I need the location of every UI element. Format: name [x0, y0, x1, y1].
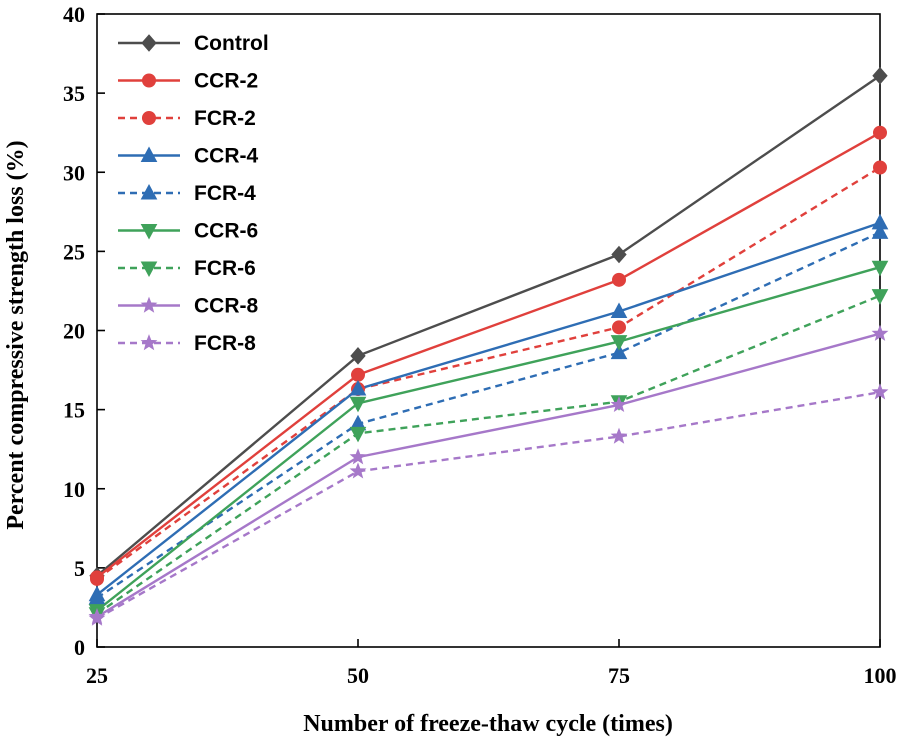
data-point-fcr-4 — [88, 588, 106, 605]
legend-label-fcr-6: FCR-6 — [194, 257, 256, 280]
legend-label-fcr-4: FCR-4 — [194, 182, 256, 205]
legend-label-ccr-2: CCR-2 — [194, 70, 258, 93]
legend-marker-fcr-6 — [140, 261, 158, 278]
x-axis: 25 50 75 100 — [86, 639, 897, 688]
y-axis-title: Percent compressive strength loss (%) — [3, 140, 29, 529]
legend-marker-fcr-4 — [140, 183, 158, 200]
legend-label-fcr-8: FCR-8 — [194, 332, 256, 355]
legend: Control CCR-2 FCR-2 CCR-4 FCR-4 CCR-6 FCR-6 CCR… — [118, 32, 269, 355]
data-point-control — [611, 245, 627, 264]
y-tick-label: 15 — [63, 398, 85, 423]
legend-marker-ccr-6 — [140, 224, 158, 240]
series-line-fcr-2 — [96, 166, 881, 580]
series-line-fcr-4 — [96, 231, 881, 599]
data-point-ccr-2 — [351, 367, 365, 382]
data-point-ccr-8 — [610, 396, 628, 413]
x-tick-label: 100 — [864, 663, 897, 688]
series-lines — [96, 74, 881, 620]
x-tick-label: 50 — [347, 663, 369, 688]
y-tick-label: 10 — [63, 477, 85, 502]
data-point-ccr-6 — [871, 260, 889, 277]
data-point-fcr-4 — [610, 343, 628, 360]
data-point-ccr-6 — [349, 396, 367, 413]
legend-label-ccr-4: CCR-4 — [194, 145, 258, 168]
x-tick-label: 25 — [86, 663, 108, 688]
data-point-control — [350, 347, 366, 365]
data-point-ccr-6 — [610, 335, 628, 351]
data-point-ccr-2 — [612, 272, 626, 287]
y-tick-label: 20 — [63, 319, 85, 344]
legend-marker-fcr-8 — [140, 334, 158, 351]
y-axis: 0 5 10 15 20 25 30 35 40 — [63, 2, 105, 660]
data-point-fcr-2 — [612, 320, 626, 335]
series-line-control — [96, 74, 881, 577]
data-point-fcr-8 — [610, 427, 628, 444]
series-line-fcr-6 — [96, 294, 881, 615]
x-tick-label: 75 — [608, 663, 630, 688]
data-point-fcr-2 — [90, 571, 104, 586]
legend-label-control: Control — [194, 32, 269, 55]
y-tick-label: 5 — [74, 556, 85, 581]
legend-marker-ccr-2 — [142, 73, 156, 88]
legend-marker-control — [141, 34, 157, 52]
data-point-fcr-8 — [88, 609, 106, 626]
data-point-ccr-4 — [349, 379, 367, 396]
data-point-fcr-4 — [871, 223, 889, 239]
legend-marker-fcr-2 — [142, 111, 156, 125]
legend-label-fcr-2: FCR-2 — [194, 107, 256, 130]
x-axis-title: Number of freeze-thaw cycle (times) — [303, 711, 673, 737]
data-point-fcr-8 — [349, 462, 367, 479]
data-point-fcr-8 — [871, 383, 889, 400]
legend-marker-ccr-8 — [140, 296, 158, 313]
y-tick-label: 40 — [63, 2, 85, 27]
legend-label-ccr-6: CCR-6 — [194, 220, 258, 243]
data-point-ccr-4 — [610, 302, 628, 319]
data-point-fcr-2 — [873, 160, 887, 175]
y-tick-label: 25 — [63, 239, 85, 264]
data-point-ccr-2 — [873, 125, 887, 140]
legend-marker-ccr-4 — [140, 146, 158, 162]
y-tick-label: 35 — [63, 81, 85, 106]
data-point-ccr-8 — [871, 324, 889, 341]
legend-label-ccr-8: CCR-8 — [194, 295, 258, 318]
series-line-fcr-8 — [96, 391, 881, 620]
data-point-fcr-6 — [349, 426, 367, 443]
data-point-ccr-8 — [349, 448, 367, 465]
series-markers — [88, 66, 889, 626]
y-tick-label: 0 — [74, 635, 85, 660]
y-tick-label: 30 — [63, 160, 85, 185]
series-line-ccr-8 — [96, 332, 881, 618]
data-point-control — [872, 66, 888, 85]
data-point-fcr-6 — [871, 289, 889, 305]
series-line-ccr-6 — [96, 266, 881, 612]
series-line-ccr-4 — [96, 221, 881, 596]
series-line-ccr-2 — [96, 131, 881, 579]
